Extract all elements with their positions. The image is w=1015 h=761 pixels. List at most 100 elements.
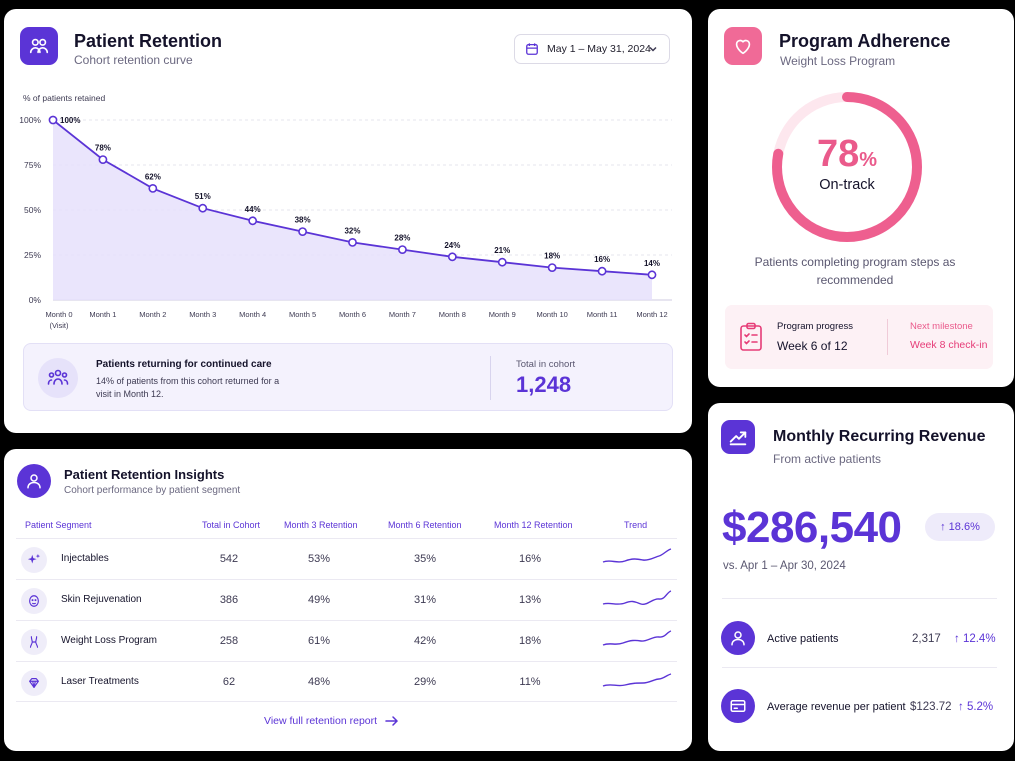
- person-icon: [17, 464, 51, 498]
- x-tick-label: Month 7: [389, 310, 416, 319]
- data-label: 14%: [644, 259, 660, 268]
- retention-insights-card: Patient Retention Insights Cohort perfor…: [4, 449, 692, 751]
- mrr-comparison: vs. Apr 1 – Apr 30, 2024: [723, 560, 846, 572]
- group-icon: [38, 358, 78, 398]
- data-point: [398, 245, 407, 254]
- y-tick-label: 75%: [24, 160, 41, 170]
- program-adherence-card: Program Adherence Weight Loss Program 78…: [708, 9, 1014, 387]
- trend-sparkline: [602, 630, 672, 646]
- adherence-title: Program Adherence: [779, 31, 951, 51]
- data-label: 44%: [245, 205, 261, 214]
- month3-value: 61%: [307, 635, 331, 647]
- y-tick-label: 25%: [24, 250, 41, 260]
- adherence-subtitle: Weight Loss Program: [780, 54, 896, 68]
- insights-title: Patient Retention Insights: [64, 467, 225, 482]
- date-range-label: May 1 – May 31, 2024: [547, 43, 651, 55]
- column-header-trend: Trend: [624, 520, 648, 530]
- segment-name: Laser Treatments: [61, 676, 139, 687]
- data-point: [248, 216, 258, 226]
- program-progress-panel: Program progress Week 6 of 12 Next miles…: [725, 305, 993, 369]
- table-row[interactable]: Skin Rejuvenation 386 49% 31% 13%: [16, 579, 677, 620]
- insights-subtitle: Cohort performance by patient segment: [64, 485, 241, 496]
- diamond-icon: [21, 670, 47, 696]
- view-full-report-link[interactable]: View full retention report: [264, 715, 399, 727]
- avg-revenue-change: ↑ 5.2%: [958, 701, 994, 713]
- data-label: 62%: [145, 172, 161, 181]
- total-value: 258: [219, 635, 239, 647]
- x-tick-label: Month 2: [139, 310, 166, 319]
- x-tick-label: Month 5: [289, 310, 316, 319]
- data-point: [98, 155, 108, 164]
- month6-value: 31%: [413, 594, 437, 606]
- x-tick-label: Month 12: [636, 310, 667, 319]
- progress-value: Week 6 of 12: [777, 339, 848, 353]
- body-icon: [21, 629, 47, 655]
- column-header-total: Total in Cohort: [202, 520, 261, 530]
- divider: [722, 598, 997, 599]
- patient-retention-card: Patient Retention Cohort retention curve…: [4, 9, 692, 433]
- data-point: [647, 270, 657, 280]
- data-label: 38%: [295, 216, 311, 225]
- clipboard-icon: [740, 322, 762, 351]
- next-milestone-label: Next milestone: [910, 321, 973, 332]
- data-point: [198, 203, 208, 213]
- month3-value: 49%: [307, 594, 331, 606]
- column-header-month3: Month 3 Retention: [284, 520, 358, 530]
- table-row[interactable]: Injectables 542 53% 35% 16%: [16, 538, 677, 579]
- retention-title: Patient Retention: [74, 31, 223, 51]
- month12-value: 18%: [518, 635, 542, 647]
- month6-value: 42%: [413, 635, 437, 647]
- mrr-value: $286,540: [722, 503, 902, 552]
- table-row[interactable]: Weight Loss Program 258 61% 42% 18%: [16, 620, 677, 661]
- x-tick-label: Month 3: [189, 310, 216, 319]
- table-row[interactable]: Laser Treatments 62 48% 29% 11%: [16, 661, 677, 702]
- x-tick-label: Month 6: [339, 310, 366, 319]
- segment-name: Weight Loss Program: [61, 635, 157, 646]
- adherence-percent: 78%: [816, 133, 878, 175]
- adherence-donut: [772, 92, 922, 242]
- column-header-month6: Month 6 Retention: [388, 520, 462, 530]
- face-icon: [21, 588, 47, 614]
- data-point: [48, 115, 58, 125]
- summary-title: Patients returning for continued care: [96, 359, 272, 370]
- month6-value: 35%: [413, 553, 437, 565]
- data-point: [447, 252, 457, 262]
- x-tick-sublabel: (Visit): [49, 321, 69, 330]
- active-patients-value: 2,317: [912, 633, 941, 645]
- data-label: 24%: [444, 241, 460, 250]
- x-tick-label: Month 1: [89, 310, 116, 319]
- x-tick-label: Month 4: [239, 310, 266, 319]
- adherence-description: Patients completing program steps as rec…: [754, 255, 956, 287]
- data-point: [547, 263, 557, 272]
- total-value: 62: [222, 676, 236, 688]
- data-label: 51%: [195, 192, 211, 201]
- x-tick-label: Month 10: [537, 310, 568, 319]
- divider: [887, 319, 888, 355]
- user-icon: [721, 621, 755, 655]
- summary-description: 14% of patients from this cohort returne…: [96, 376, 280, 399]
- adherence-status: On-track: [819, 177, 875, 193]
- y-tick-label: 0%: [29, 295, 42, 305]
- trend-sparkline: [602, 590, 672, 606]
- heart-icon: [724, 27, 762, 65]
- monthly-recurring-revenue-card: Monthly Recurring Revenue From active pa…: [708, 403, 1014, 751]
- column-header-month12: Month 12 Retention: [494, 520, 573, 530]
- date-range-picker[interactable]: May 1 – May 31, 2024: [514, 34, 670, 64]
- total-value: 386: [219, 594, 239, 606]
- divider: [490, 356, 491, 400]
- month12-value: 13%: [518, 594, 542, 606]
- link-label: View full retention report: [264, 715, 378, 727]
- retention-subtitle: Cohort retention curve: [74, 53, 193, 67]
- data-point: [348, 237, 357, 247]
- sparkle-icon: [21, 547, 47, 573]
- next-milestone-value: Week 8 check-in: [910, 339, 988, 351]
- total-cohort-label: Total in cohort: [516, 359, 576, 370]
- x-tick-label: Month 8: [439, 310, 466, 319]
- avg-revenue-value: $123.72: [910, 701, 952, 713]
- month3-value: 53%: [307, 553, 331, 565]
- data-point: [148, 184, 158, 193]
- data-label: 21%: [494, 246, 510, 255]
- data-label: 28%: [394, 234, 410, 243]
- trend-sparkline: [602, 548, 672, 563]
- data-label: 16%: [594, 255, 610, 264]
